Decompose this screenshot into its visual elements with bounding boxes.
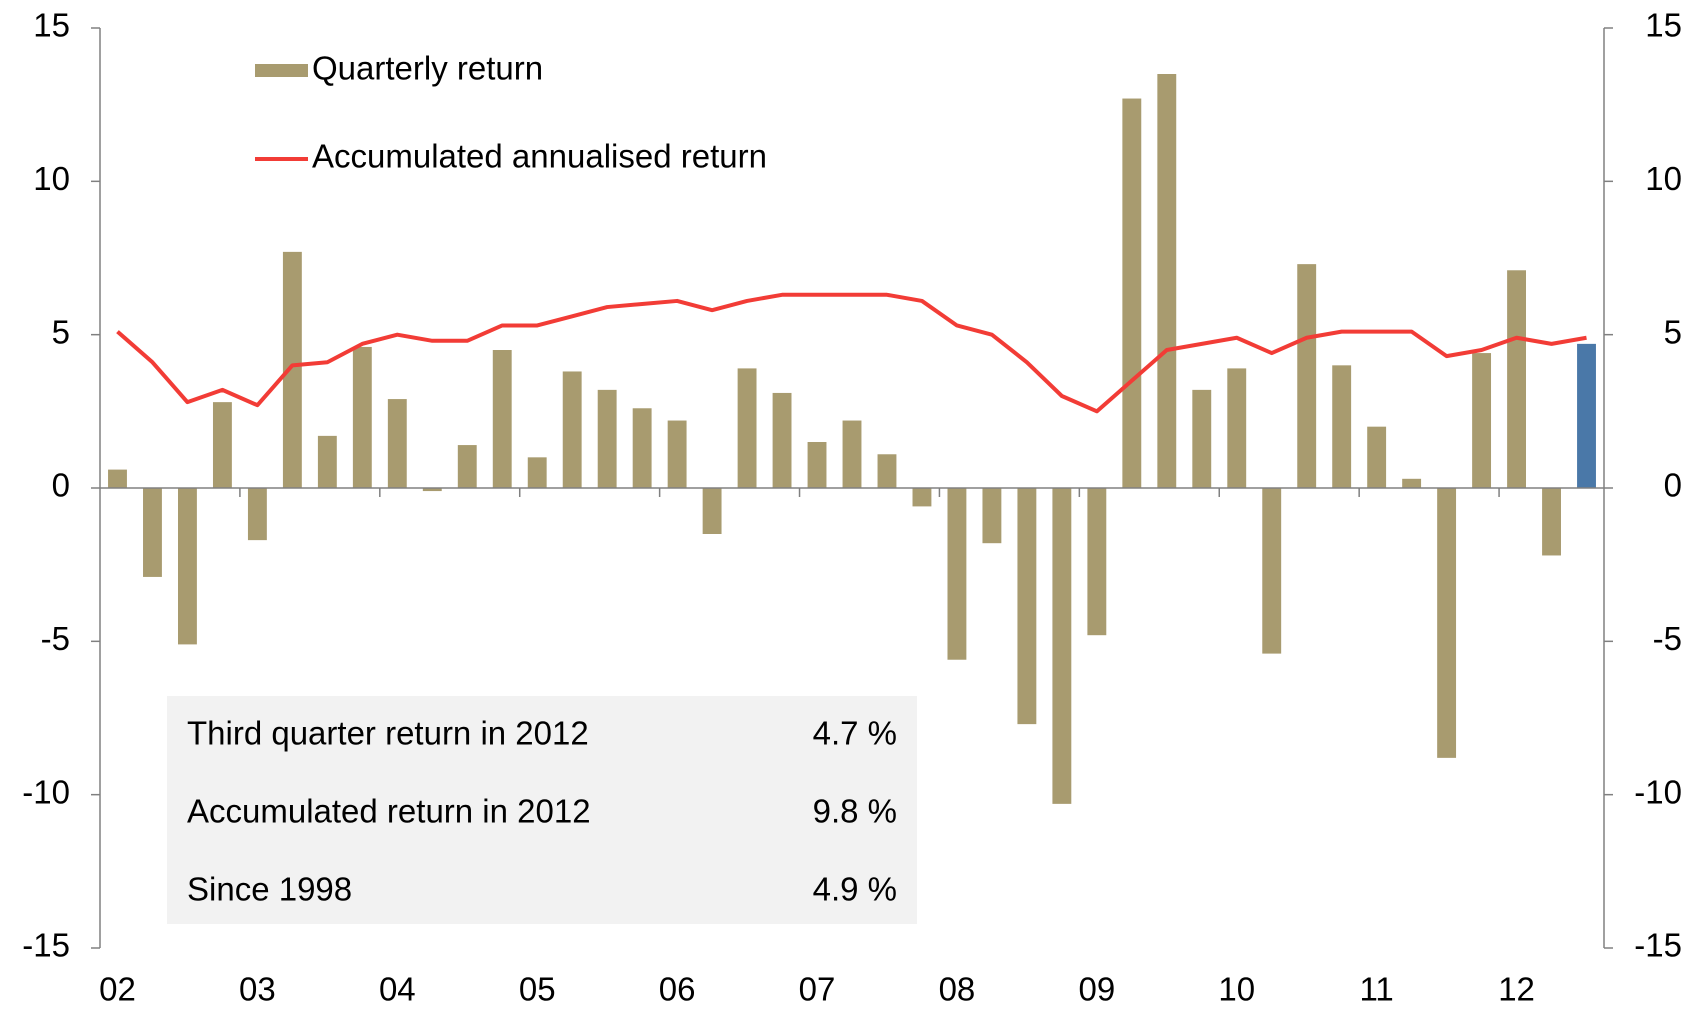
y-tick-label: 15 — [33, 7, 70, 44]
bar — [492, 350, 512, 488]
x-tick-label: 04 — [379, 971, 416, 1008]
bar — [1192, 389, 1212, 488]
line — [116, 292, 1587, 414]
bar — [247, 488, 267, 541]
annotation-label: Third quarter return in 2012 — [187, 715, 589, 752]
x-tick-label: 11 — [1360, 971, 1394, 1008]
bar — [597, 389, 617, 488]
y2-tick-label: -15 — [1634, 927, 1682, 964]
bar — [1437, 488, 1457, 758]
y-tick-label: -10 — [22, 773, 70, 810]
bar — [1507, 270, 1527, 488]
bar — [1122, 98, 1142, 489]
annotation-label: Since 1998 — [187, 871, 352, 908]
bar — [1472, 353, 1492, 488]
bar — [1577, 343, 1596, 488]
annotation-value: 4.7 % — [813, 715, 897, 752]
bar — [352, 346, 372, 488]
bar — [772, 392, 792, 488]
x-tick-label: 10 — [1218, 971, 1255, 1008]
annotation-value: 9.8 % — [813, 793, 897, 830]
bar — [527, 457, 547, 488]
legend-swatch — [255, 64, 308, 77]
y2-tick-label: 5 — [1664, 313, 1682, 350]
y2-tick-label: 15 — [1645, 7, 1682, 44]
bar — [1227, 368, 1247, 488]
bar — [1087, 488, 1107, 636]
bar — [282, 251, 302, 488]
bar — [1367, 426, 1387, 488]
bar — [1017, 488, 1037, 725]
x-tick-label: 06 — [659, 971, 696, 1008]
bar — [1332, 365, 1352, 488]
y-tick-label: -15 — [22, 927, 70, 964]
annotation-label: Accumulated return in 2012 — [187, 793, 591, 830]
legend-label: Accumulated annualised return — [312, 138, 767, 175]
y-tick-label: 0 — [52, 467, 70, 504]
x-tick-label: 03 — [239, 971, 276, 1008]
bar — [387, 399, 407, 488]
bar — [422, 488, 442, 492]
y2-tick-label: -5 — [1653, 620, 1682, 657]
bar — [912, 488, 932, 507]
legend-label: Quarterly return — [312, 50, 543, 87]
x-tick-label: 05 — [519, 971, 556, 1008]
x-tick-label: 07 — [799, 971, 836, 1008]
bar — [457, 445, 477, 488]
bar — [632, 408, 652, 488]
bar — [667, 420, 687, 488]
annotation-box — [167, 696, 917, 924]
y2-tick-label: -10 — [1634, 773, 1682, 810]
bar — [177, 488, 197, 645]
y2-tick-label: 10 — [1645, 160, 1682, 197]
bar — [702, 488, 722, 534]
y2-tick-label: 0 — [1664, 467, 1682, 504]
bar — [1157, 74, 1177, 488]
bar — [1052, 488, 1072, 804]
x-tick-label: 08 — [939, 971, 976, 1008]
bar — [212, 402, 232, 488]
bar — [842, 420, 862, 488]
bar — [317, 435, 337, 488]
x-tick-label: 02 — [99, 971, 136, 1008]
bar — [1402, 478, 1422, 488]
x-tick-label: 09 — [1078, 971, 1115, 1008]
bar — [807, 442, 827, 488]
bar — [143, 488, 162, 577]
bar — [982, 488, 1002, 544]
annotation-value: 4.9 % — [813, 871, 897, 908]
y-tick-label: 10 — [33, 160, 70, 197]
bar — [737, 368, 757, 488]
bar — [1542, 488, 1561, 556]
y-tick-label: 5 — [52, 313, 70, 350]
bar — [562, 371, 582, 488]
bar — [1262, 488, 1282, 654]
bar — [108, 469, 127, 488]
bar — [947, 488, 967, 660]
x-tick-label: 12 — [1498, 971, 1535, 1008]
bar — [1297, 264, 1317, 488]
y-tick-label: -5 — [41, 620, 70, 657]
bar — [877, 454, 897, 488]
